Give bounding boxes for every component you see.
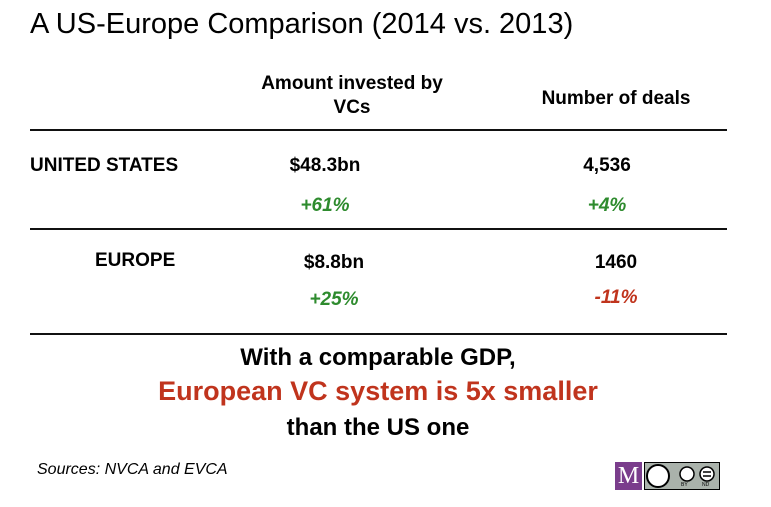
cc-icon <box>646 464 670 488</box>
conclusion: With a comparable GDP, <box>240 344 516 371</box>
amount-change: +25% <box>309 289 359 310</box>
license-icons <box>646 464 715 488</box>
source: Sources: NVCA and EVCA <box>37 461 228 478</box>
deals: 4,536 <box>583 155 631 176</box>
column-header: Amount invested by VCs <box>261 73 443 118</box>
conclusion: than the US one <box>286 414 470 441</box>
amount: $48.3bn <box>289 155 361 176</box>
divider <box>30 228 727 230</box>
badge-text: ND <box>702 482 710 488</box>
logo: M <box>615 462 642 490</box>
license-badge: BY ND <box>644 462 720 490</box>
nd-icon <box>699 466 715 482</box>
deals-change: -11% <box>594 287 638 308</box>
amount-change: +61% <box>300 195 350 216</box>
column-header: Number of deals <box>541 88 691 109</box>
deals: 1460 <box>594 252 638 273</box>
divider <box>30 333 727 335</box>
badge-text: BY <box>681 482 688 488</box>
row-label: EUROPE <box>95 250 176 271</box>
deals-change: +4% <box>587 195 627 216</box>
by-icon <box>679 466 695 482</box>
divider <box>30 129 727 131</box>
conclusion-highlight: European VC system is 5x smaller <box>158 376 598 406</box>
row-label: UNITED STATES <box>30 155 179 176</box>
title: A US-Europe Comparison (2014 vs. 2013) <box>30 8 574 40</box>
amount: $8.8bn <box>303 252 365 273</box>
